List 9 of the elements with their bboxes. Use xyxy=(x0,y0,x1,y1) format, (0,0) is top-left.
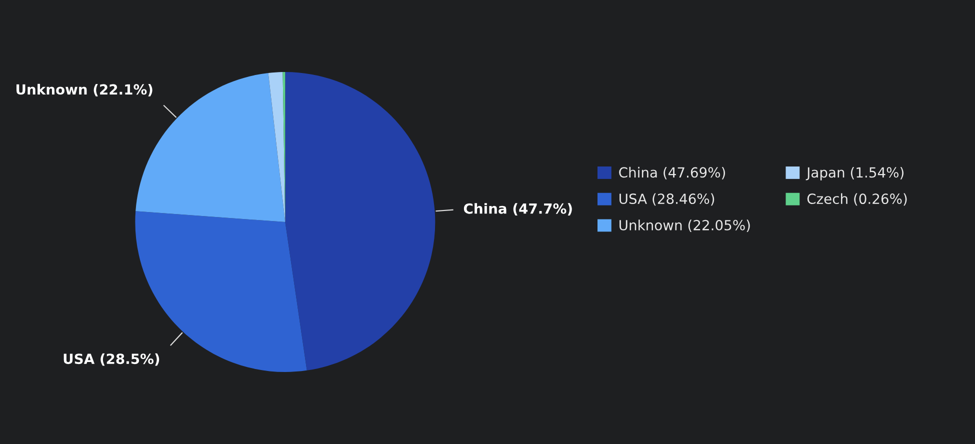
legend-label: Japan (1.54%) xyxy=(806,166,904,180)
legend-label: Unknown (22.05%) xyxy=(620,220,750,232)
legend-label: China (47.69%) xyxy=(619,166,726,180)
pie-slice xyxy=(285,72,436,370)
text: Unknown (22.1%) xyxy=(16,84,152,96)
legend-label: USA (28.46%) xyxy=(620,193,714,206)
legend-label: Czech (0.26%) xyxy=(807,193,907,206)
text: China (47.7%) xyxy=(464,203,572,216)
text: USA (28.5%) xyxy=(64,353,160,366)
